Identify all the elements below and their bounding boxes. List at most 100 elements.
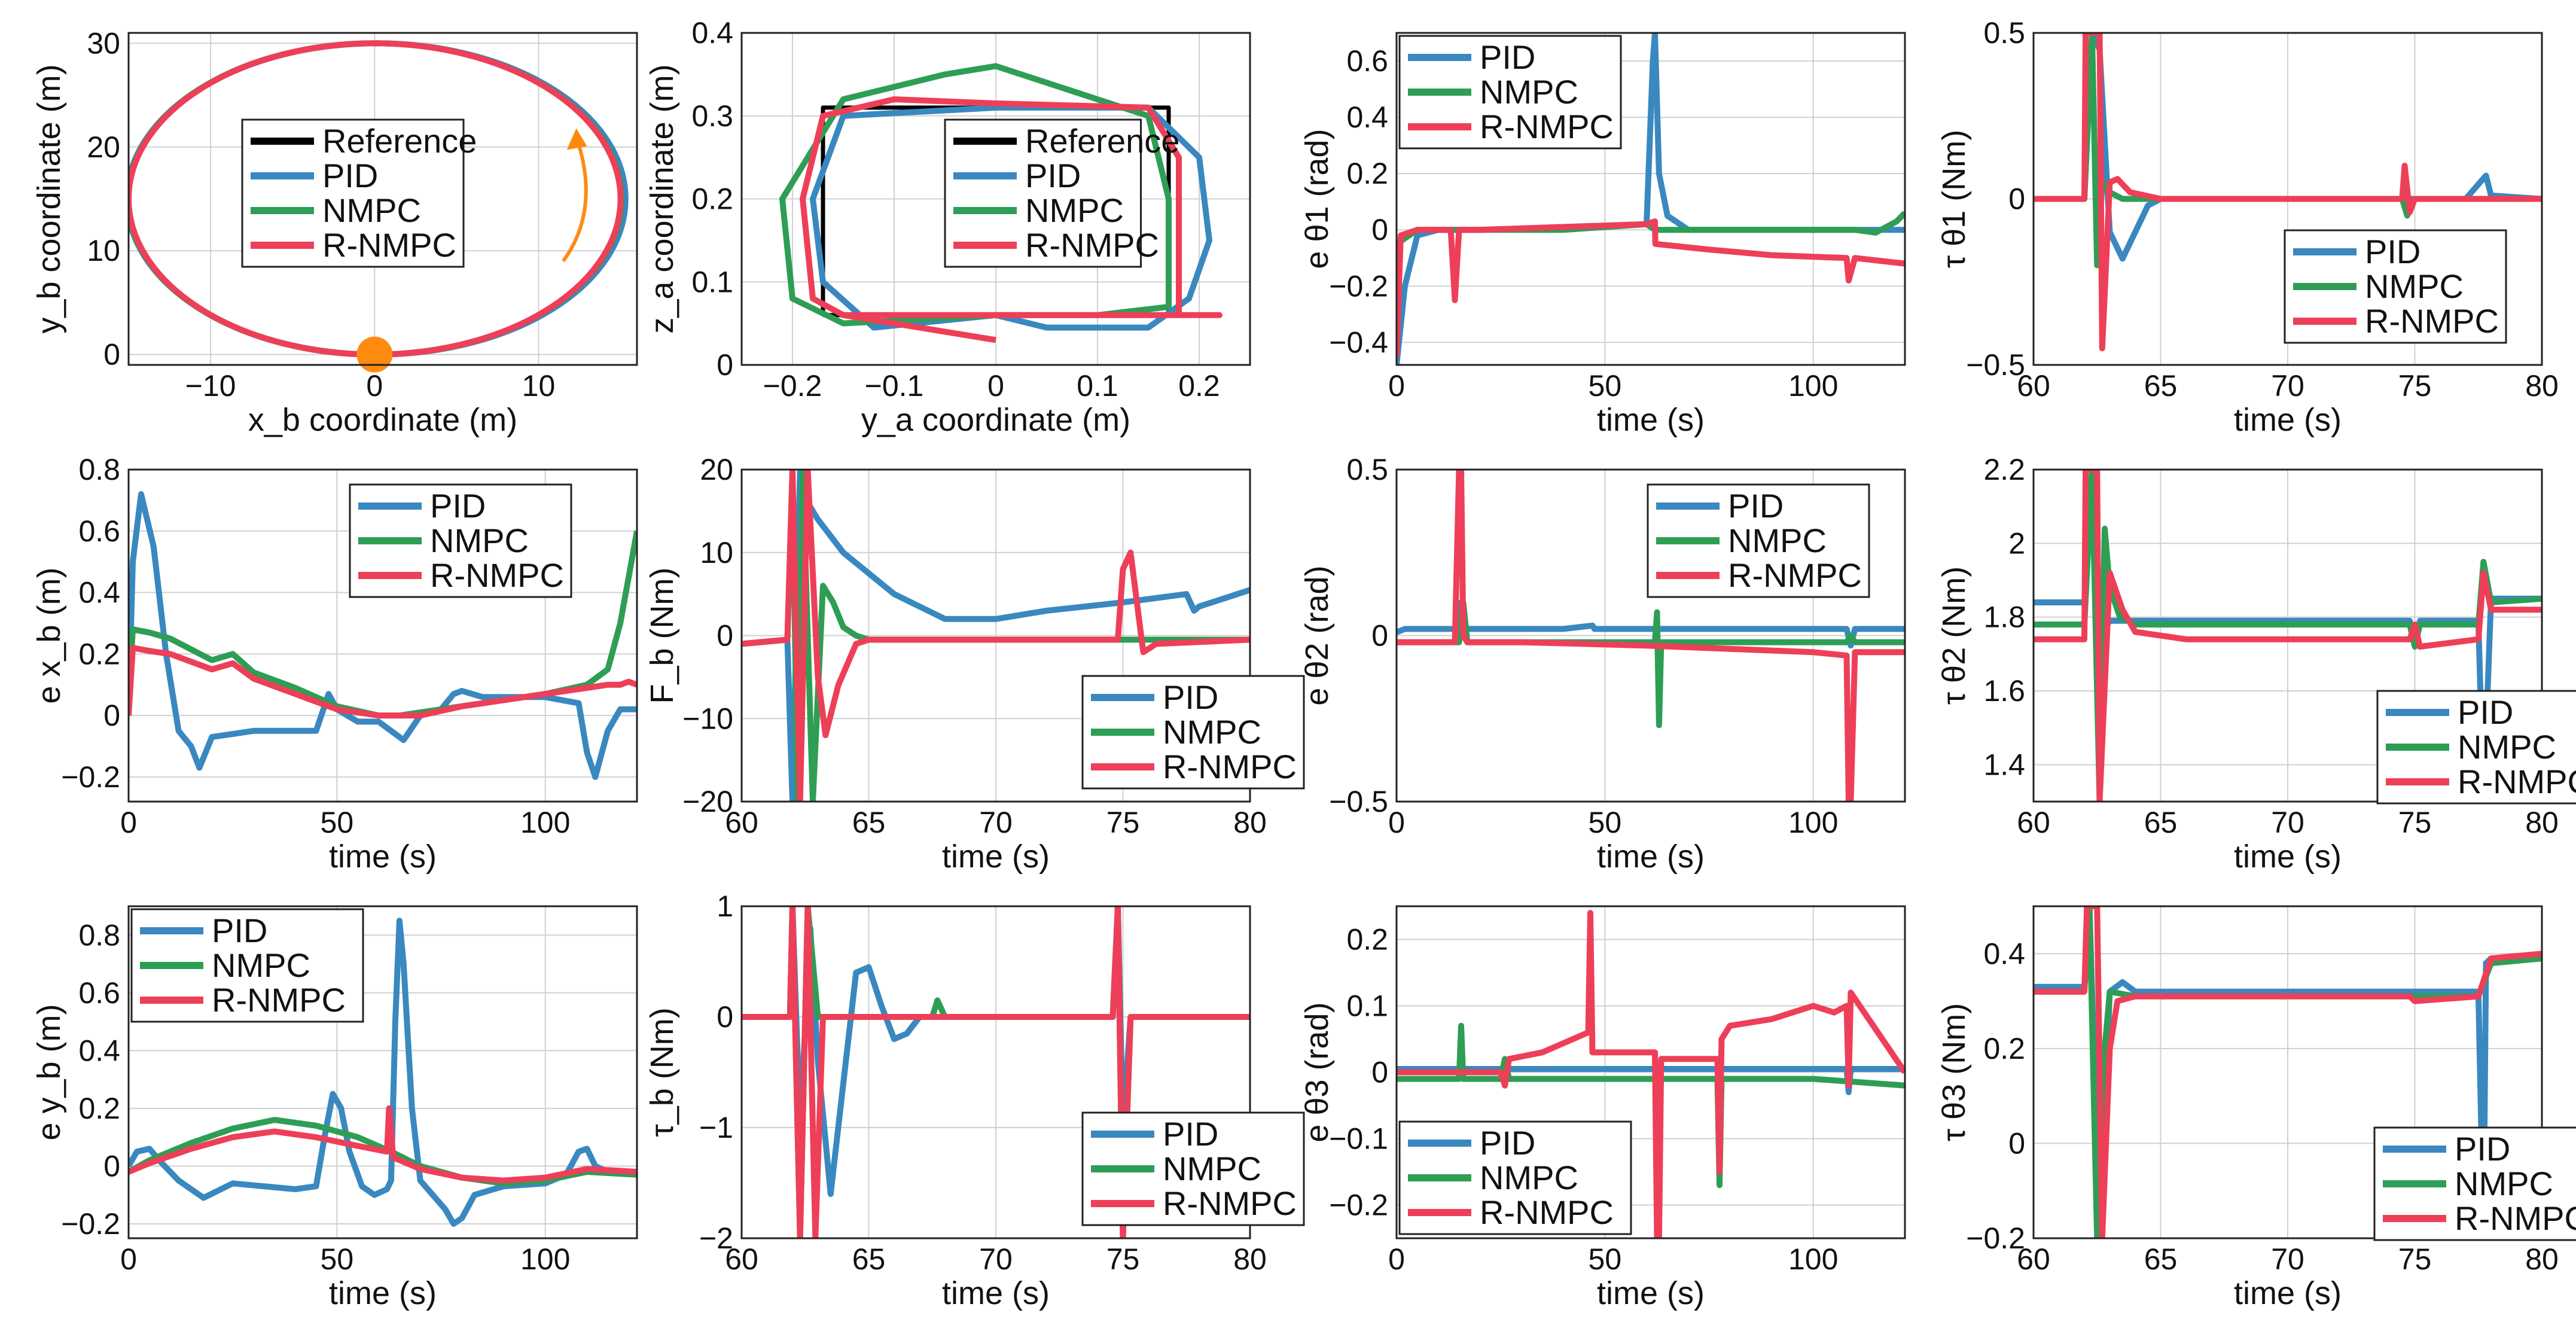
x-tick-label: 65 bbox=[852, 806, 886, 839]
y-tick-label: 1.6 bbox=[1983, 674, 2025, 708]
legend-label-r-nmpc: R-NMPC bbox=[1480, 1193, 1614, 1231]
series-r-nmpc-line bbox=[129, 1105, 637, 1184]
x-tick-label: 0 bbox=[1388, 806, 1405, 839]
x-tick-label: 0 bbox=[366, 369, 383, 403]
axes-frame bbox=[127, 32, 638, 366]
x-tick-label: 100 bbox=[520, 806, 570, 839]
x-tick-label: 80 bbox=[2525, 1242, 2559, 1276]
series-group bbox=[129, 918, 637, 1227]
legend-label-pid: PID bbox=[1163, 678, 1218, 716]
chart-e-theta1: 0 50 100 −0.4 −0.2 0 0.2 0.4 0.6 time (s) e θ1 (ra… bbox=[1299, 32, 1906, 438]
y-tick-label: 1 bbox=[717, 890, 733, 923]
x-tick-label: 65 bbox=[2144, 1242, 2178, 1276]
y-tick-label: 0.4 bbox=[78, 1034, 120, 1067]
legend-label-r-nmpc: R-NMPC bbox=[1163, 1184, 1297, 1222]
y-tick-label: −20 bbox=[682, 785, 733, 818]
x-axis-label: time (s) bbox=[329, 839, 437, 875]
y-tick-label: 0.2 bbox=[1983, 1032, 2025, 1065]
x-tick-label: 50 bbox=[1589, 806, 1622, 839]
x-tick-label: 80 bbox=[1233, 806, 1267, 839]
x-axis-label: time (s) bbox=[942, 839, 1050, 875]
legend-label-reference: Reference bbox=[1025, 122, 1179, 160]
series-r-nmpc-line bbox=[742, 906, 1250, 1238]
x-tick-label: 75 bbox=[1106, 806, 1140, 839]
legend-label-nmpc: NMPC bbox=[212, 946, 310, 984]
x-tick-label: 60 bbox=[2017, 806, 2050, 839]
y-tick-label: 0.4 bbox=[1983, 937, 2025, 970]
series-pid-line bbox=[1397, 599, 1905, 649]
series-group bbox=[2034, 33, 2542, 352]
series-nmpc-line bbox=[779, 63, 1172, 327]
x-tick-label: 60 bbox=[2017, 1242, 2050, 1276]
axes-frame bbox=[740, 32, 1251, 366]
legend-label-r-nmpc: R-NMPC bbox=[2458, 763, 2576, 800]
y-tick-label: 10 bbox=[87, 234, 120, 267]
x-axis-label: time (s) bbox=[2234, 1275, 2342, 1311]
axes-frame bbox=[2032, 468, 2543, 803]
series-group bbox=[1397, 910, 1905, 1238]
legend-label-nmpc: NMPC bbox=[1163, 1150, 1261, 1187]
series-nmpc-line bbox=[1397, 599, 1905, 729]
x-axis-label: time (s) bbox=[2234, 402, 2342, 438]
y-tick-label: 0.6 bbox=[1346, 44, 1388, 78]
y-tick-label: 0 bbox=[2008, 1126, 2025, 1160]
y-tick-label: 0.8 bbox=[78, 453, 120, 486]
y-tick-label: 10 bbox=[700, 536, 733, 569]
series-pid-line bbox=[129, 491, 637, 780]
x-tick-label: 75 bbox=[2398, 1242, 2432, 1276]
legend-label-r-nmpc: R-NMPC bbox=[2365, 302, 2499, 340]
series-r-nmpc-line bbox=[1397, 218, 1905, 357]
legend-label-nmpc: NMPC bbox=[2458, 728, 2556, 766]
x-tick-label: 75 bbox=[1106, 1242, 1140, 1276]
x-tick-label: 65 bbox=[2144, 806, 2178, 839]
x-tick-label: −0.2 bbox=[763, 369, 822, 403]
y-tick-label: −0.2 bbox=[61, 760, 120, 794]
y-tick-label: 0 bbox=[103, 1149, 120, 1183]
x-axis-label: time (s) bbox=[1597, 839, 1705, 875]
legend-label-nmpc: NMPC bbox=[430, 522, 529, 559]
y-tick-label: 0.2 bbox=[78, 637, 120, 671]
legend-label-pid: PID bbox=[430, 487, 486, 525]
legend-label-nmpc: NMPC bbox=[1163, 713, 1261, 751]
x-tick-label: 70 bbox=[2271, 1242, 2304, 1276]
x-axis-label: time (s) bbox=[329, 1275, 437, 1311]
y-axis-label: e θ2 (rad) bbox=[1299, 565, 1335, 705]
y-tick-label: 0 bbox=[1371, 1056, 1388, 1089]
x-axis-label: time (s) bbox=[1597, 402, 1705, 438]
x-tick-label: 100 bbox=[1788, 806, 1838, 839]
legend-label-r-nmpc: R-NMPC bbox=[1480, 108, 1614, 145]
y-tick-label: 0.4 bbox=[78, 576, 120, 610]
x-tick-label: 60 bbox=[2017, 369, 2050, 403]
direction-arrowhead-icon bbox=[566, 128, 587, 150]
legend-label-nmpc: NMPC bbox=[1480, 1159, 1578, 1196]
legend-label-nmpc: NMPC bbox=[2365, 267, 2464, 305]
series-group bbox=[779, 63, 1223, 343]
legend-label-pid: PID bbox=[1728, 487, 1784, 525]
y-tick-label: 0.2 bbox=[1346, 157, 1388, 190]
series-group bbox=[1397, 470, 1905, 802]
legend-label-pid: PID bbox=[2365, 233, 2420, 270]
y-axis-label: e θ1 (rad) bbox=[1299, 129, 1335, 269]
legend-label-pid: PID bbox=[1163, 1115, 1218, 1153]
legend-label-r-nmpc: R-NMPC bbox=[1163, 748, 1297, 785]
y-tick-label: 1.8 bbox=[1983, 601, 2025, 634]
y-tick-label: 0 bbox=[1371, 213, 1388, 246]
x-tick-label: 50 bbox=[321, 806, 354, 839]
axes-frame bbox=[1395, 468, 1906, 803]
series-r-nmpc-line bbox=[1397, 470, 1905, 802]
series-r-nmpc-line bbox=[2034, 906, 2542, 1238]
y-tick-label: 0.2 bbox=[1346, 923, 1388, 957]
x-tick-label: 70 bbox=[979, 1242, 1013, 1276]
y-tick-label: −0.4 bbox=[1329, 325, 1388, 359]
series-nmpc-line bbox=[2034, 33, 2542, 269]
y-tick-label: 0 bbox=[103, 699, 120, 732]
x-tick-label: 70 bbox=[979, 806, 1013, 839]
x-tick-label: 0.1 bbox=[1077, 369, 1118, 403]
